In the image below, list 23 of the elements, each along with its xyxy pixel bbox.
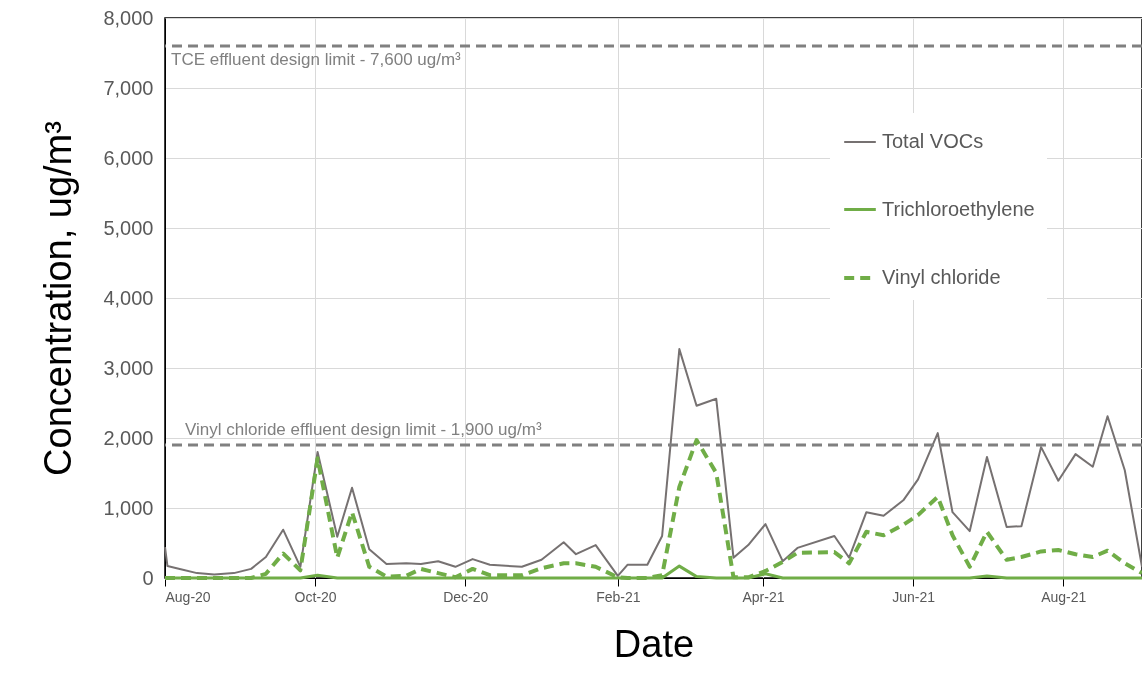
y-tick-label: 2,000 <box>103 426 154 449</box>
legend-label: Vinyl chloride <box>882 266 1001 288</box>
y-tick-label: 0 <box>142 566 154 589</box>
legend-label: Trichloroethylene <box>882 197 1035 220</box>
x-tick-label: Apr-21 <box>742 588 785 605</box>
y-tick-label: 8,000 <box>103 6 154 29</box>
y-tick-label: 5,000 <box>103 216 154 239</box>
y-tick-label: 6,000 <box>103 146 154 169</box>
y-axis-title: Concentration, ug/m³ <box>37 121 80 476</box>
x-tick-label: Oct-20 <box>294 588 337 605</box>
ref-line-label: TCE effluent design limit - 7,600 ug/m³ <box>171 50 462 69</box>
x-tick-label: Aug-21 <box>1041 588 1087 605</box>
ref-line-label: Vinyl chloride effluent design limit - 1,900 ug/m³ <box>185 420 542 439</box>
x-tick-label: Aug-20 <box>165 588 211 605</box>
x-tick-label: Feb-21 <box>596 588 641 605</box>
x-axis-title: Date <box>613 622 695 665</box>
y-tick-label: 4,000 <box>103 286 154 309</box>
y-tick-label: 7,000 <box>103 76 154 99</box>
legend-label: Total VOCs <box>882 130 984 152</box>
x-tick-label: Dec-20 <box>443 588 489 605</box>
x-tick-label: Jun-21 <box>892 588 936 605</box>
y-tick-label: 3,000 <box>103 356 154 379</box>
y-tick-label: 1,000 <box>103 496 154 519</box>
